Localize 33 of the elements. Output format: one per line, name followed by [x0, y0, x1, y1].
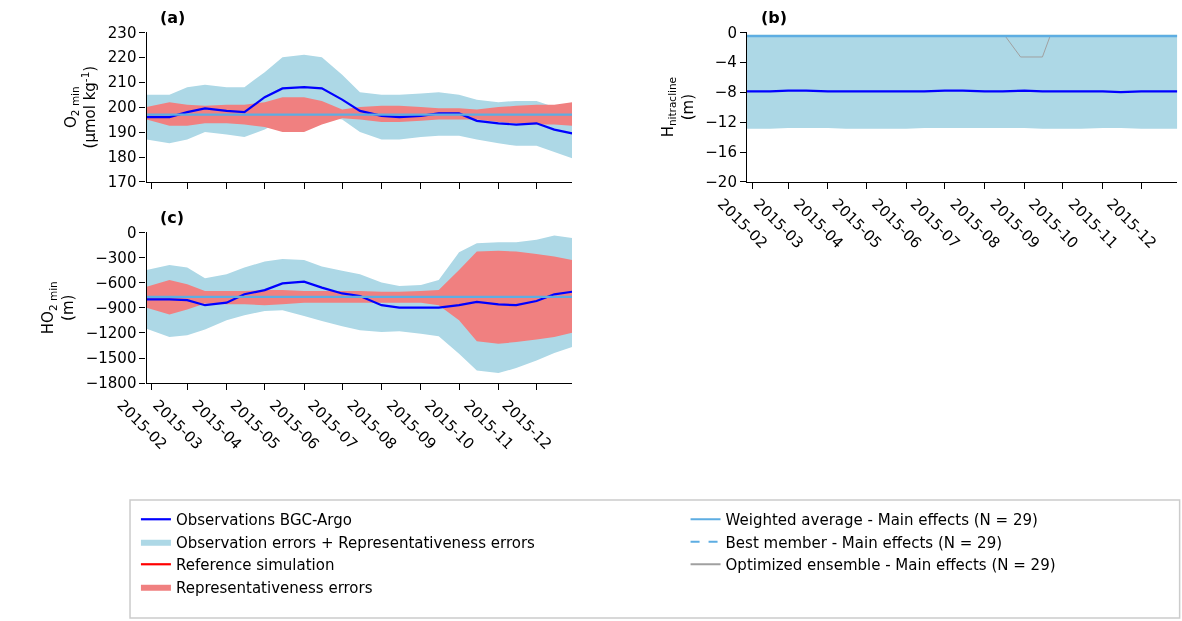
- legend-label: Weighted average - Main effects (N = 29): [725, 511, 1038, 530]
- y-tick-label: −12: [705, 113, 737, 132]
- y-tick-label: −1200: [85, 324, 137, 343]
- chart-title: (b): [761, 8, 788, 27]
- y-axis-title: H$_{nitracline}$ (m): [659, 76, 697, 138]
- line-series: [146, 280, 573, 309]
- y-tick-label: 0: [126, 223, 137, 242]
- y-tick-label: 180: [107, 148, 137, 167]
- y-tick-label: 230: [107, 23, 137, 42]
- chart-title: (a): [160, 8, 186, 27]
- y-tick-label: 220: [107, 48, 137, 67]
- y-tick-label: −900: [95, 298, 137, 317]
- legend-label: Optimized ensemble - Main effects (N = 29): [725, 556, 1056, 575]
- y-tick-label: −600: [95, 273, 137, 292]
- legend-label: Representativeness errors: [175, 578, 373, 597]
- y-tick-label: −1500: [85, 349, 137, 368]
- y-tick-label: 170: [107, 173, 137, 192]
- line-series: [146, 86, 573, 135]
- y-tick-label: 190: [107, 123, 137, 142]
- legend-label: Observation errors + Representativeness errors: [175, 533, 536, 552]
- chart-title: (c): [160, 208, 185, 227]
- y-tick-label: −300: [95, 248, 137, 267]
- y-tick-label: −1800: [85, 374, 137, 393]
- y-tick-label: −20: [705, 173, 737, 192]
- y-tick-label: −8: [714, 83, 737, 102]
- y-tick-label: −16: [705, 143, 737, 162]
- y-tick-label: 0: [727, 23, 737, 42]
- y-tick-label: 200: [107, 98, 137, 117]
- y-tick-label: 210: [107, 73, 137, 92]
- legend-label: Reference simulation: [175, 556, 335, 575]
- y-tick-label: −4: [714, 53, 737, 72]
- legend-label: Observations BGC-Argo: [175, 511, 352, 530]
- legend-label: Best member - Main effects (N = 29): [725, 533, 1003, 552]
